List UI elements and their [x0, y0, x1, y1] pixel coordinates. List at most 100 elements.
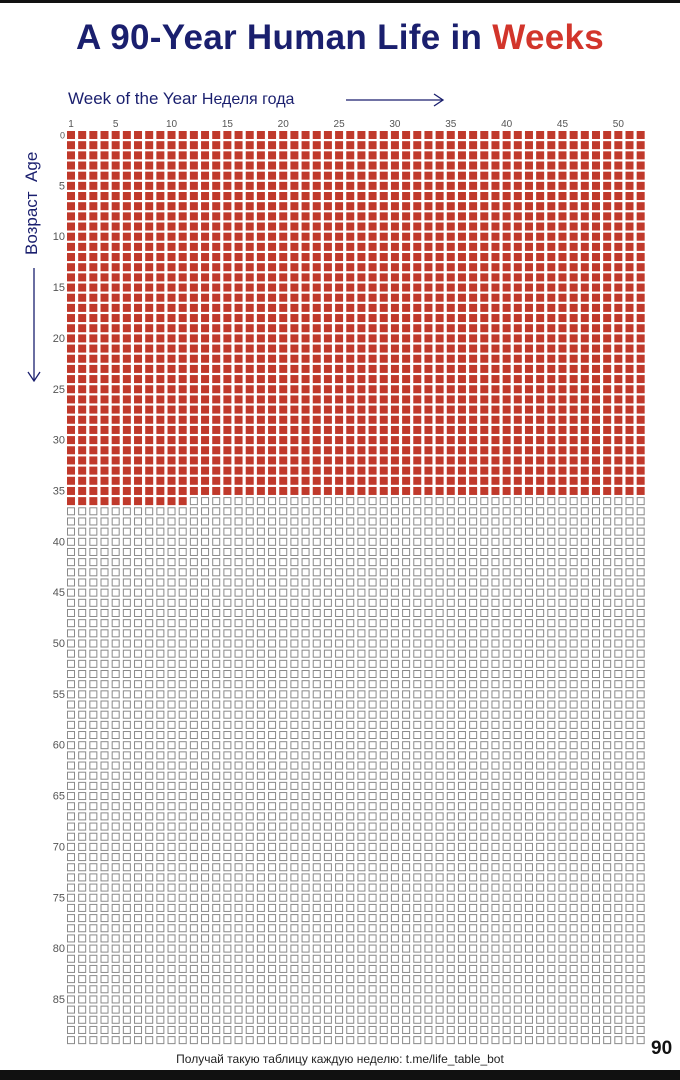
- week-remaining: [245, 537, 254, 546]
- week-lived: [446, 212, 455, 221]
- week-remaining: [245, 497, 254, 506]
- week-lived: [424, 141, 433, 150]
- week-lived: [201, 425, 210, 434]
- week-lived: [614, 425, 623, 434]
- week-remaining: [469, 893, 478, 902]
- week-lived: [580, 253, 589, 262]
- week-remaining: [491, 507, 500, 516]
- week-remaining: [201, 608, 210, 617]
- week-lived: [167, 212, 176, 221]
- week-remaining: [256, 934, 265, 943]
- week-lived: [201, 405, 210, 414]
- week-lived: [201, 303, 210, 312]
- week-remaining: [312, 954, 321, 963]
- week-lived: [346, 364, 355, 373]
- week-lived: [122, 395, 131, 404]
- week-lived: [89, 192, 98, 201]
- week-lived: [435, 405, 444, 414]
- week-lived: [290, 486, 299, 495]
- week-lived: [279, 263, 288, 272]
- week-lived: [390, 344, 399, 353]
- week-lived: [457, 446, 466, 455]
- week-lived: [122, 385, 131, 394]
- week-lived: [178, 222, 187, 231]
- week-lived: [536, 466, 545, 475]
- week-remaining: [603, 527, 612, 536]
- week-remaining: [379, 1015, 388, 1024]
- week-remaining: [446, 1005, 455, 1014]
- week-remaining: [569, 944, 578, 953]
- week-remaining: [245, 944, 254, 953]
- week-lived: [390, 212, 399, 221]
- week-remaining: [536, 507, 545, 516]
- week-remaining: [402, 863, 411, 872]
- week-lived: [580, 486, 589, 495]
- week-remaining: [323, 863, 332, 872]
- week-lived: [268, 283, 277, 292]
- week-remaining: [78, 903, 87, 912]
- week-lived: [402, 425, 411, 434]
- week-lived: [524, 192, 533, 201]
- week-remaining: [558, 1025, 567, 1034]
- week-remaining: [513, 954, 522, 963]
- week-lived: [614, 141, 623, 150]
- week-remaining: [245, 588, 254, 597]
- week-remaining: [335, 975, 344, 984]
- week-remaining: [469, 568, 478, 577]
- week-remaining: [558, 670, 567, 679]
- week-remaining: [457, 659, 466, 668]
- week-lived: [122, 466, 131, 475]
- week-lived: [279, 222, 288, 231]
- week-lived: [469, 273, 478, 282]
- week-remaining: [614, 944, 623, 953]
- week-remaining: [446, 781, 455, 790]
- week-lived: [346, 354, 355, 363]
- week-lived: [435, 344, 444, 353]
- week-lived: [189, 303, 198, 312]
- week-remaining: [279, 975, 288, 984]
- week-remaining: [245, 863, 254, 872]
- week-lived: [435, 456, 444, 465]
- x-tick-label: 5: [113, 119, 119, 130]
- week-lived: [502, 385, 511, 394]
- week-remaining: [134, 1005, 143, 1014]
- week-remaining: [547, 659, 556, 668]
- week-lived: [100, 486, 109, 495]
- week-lived: [603, 242, 612, 251]
- week-remaining: [491, 853, 500, 862]
- week-lived: [569, 263, 578, 272]
- week-remaining: [178, 568, 187, 577]
- week-remaining: [89, 995, 98, 1004]
- week-lived: [558, 283, 567, 292]
- week-lived: [569, 375, 578, 384]
- week-lived: [513, 425, 522, 434]
- week-remaining: [502, 1015, 511, 1024]
- week-remaining: [67, 781, 75, 790]
- week-remaining: [457, 893, 466, 902]
- week-remaining: [111, 893, 120, 902]
- week-remaining: [245, 670, 254, 679]
- week-remaining: [390, 903, 399, 912]
- week-lived: [368, 344, 377, 353]
- week-remaining: [279, 964, 288, 973]
- week-remaining: [491, 893, 500, 902]
- week-lived: [524, 486, 533, 495]
- week-remaining: [67, 1005, 75, 1014]
- week-lived: [413, 253, 422, 262]
- week-remaining: [67, 507, 75, 516]
- y-tick-label: 85: [53, 994, 65, 1006]
- week-remaining: [312, 690, 321, 699]
- week-lived: [100, 222, 109, 231]
- week-remaining: [279, 985, 288, 994]
- week-lived: [580, 364, 589, 373]
- week-remaining: [178, 558, 187, 567]
- week-lived: [513, 131, 522, 139]
- week-remaining: [268, 558, 277, 567]
- week-remaining: [357, 873, 366, 882]
- week-lived: [312, 354, 321, 363]
- week-lived: [536, 273, 545, 282]
- week-remaining: [469, 802, 478, 811]
- week-remaining: [290, 680, 299, 689]
- week-remaining: [323, 537, 332, 546]
- week-lived: [89, 141, 98, 150]
